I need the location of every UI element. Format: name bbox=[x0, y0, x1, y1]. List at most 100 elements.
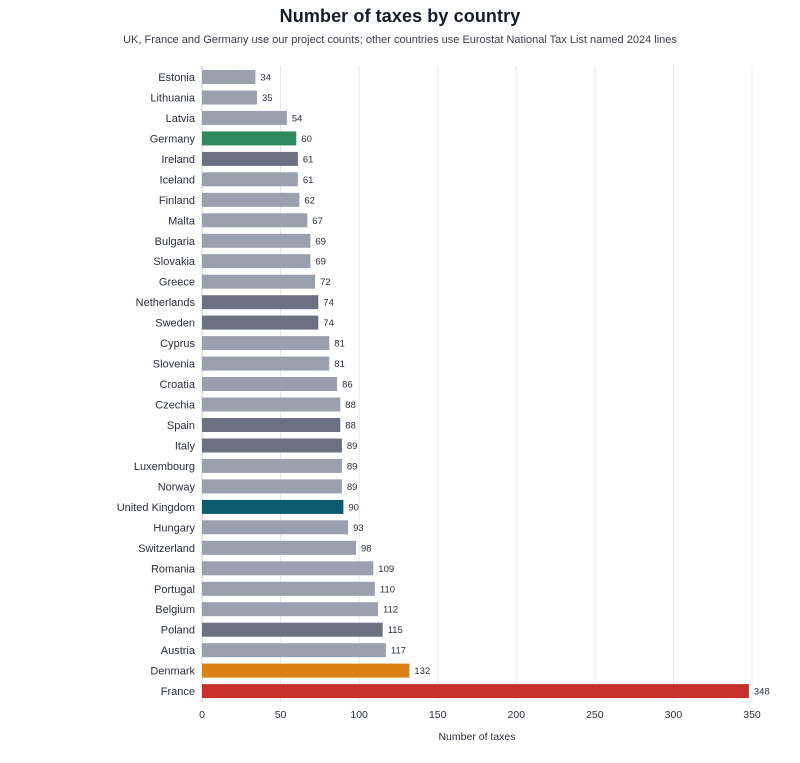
category-label: Switzerland bbox=[138, 543, 195, 555]
value-label: 62 bbox=[304, 195, 315, 206]
category-label: Spain bbox=[167, 420, 195, 432]
bar bbox=[202, 458, 342, 473]
bar bbox=[202, 90, 257, 105]
category-label: Luxembourg bbox=[134, 461, 195, 473]
x-axis-ticks: 0 50 100 150 200 250 300 350 bbox=[199, 709, 761, 721]
grid-lines bbox=[201, 66, 753, 702]
value-label: 72 bbox=[320, 277, 331, 288]
category-label: Lithuania bbox=[150, 93, 196, 105]
category-label: Cyprus bbox=[160, 338, 195, 350]
x-tick-label: 250 bbox=[586, 709, 604, 721]
value-label: 81 bbox=[334, 339, 345, 350]
bar bbox=[202, 192, 300, 207]
x-axis-title: Number of taxes bbox=[438, 731, 515, 743]
x-tick-label: 100 bbox=[350, 709, 368, 721]
x-tick-label: 50 bbox=[275, 709, 287, 721]
value-label: 69 bbox=[315, 257, 326, 268]
bar bbox=[202, 540, 356, 555]
category-label: Denmark bbox=[150, 666, 195, 678]
value-label: 132 bbox=[414, 666, 430, 677]
bars bbox=[202, 70, 749, 699]
value-label: 93 bbox=[353, 523, 364, 534]
bar bbox=[202, 663, 410, 678]
value-label: 110 bbox=[380, 584, 395, 595]
bar bbox=[202, 499, 344, 514]
bar bbox=[202, 397, 341, 412]
value-label: 112 bbox=[383, 605, 398, 616]
category-label: Malta bbox=[168, 215, 196, 227]
value-label: 61 bbox=[303, 175, 314, 186]
bar bbox=[202, 438, 342, 453]
value-labels: 3435546061616267696972747481818688888989… bbox=[260, 73, 769, 698]
category-label: Latvia bbox=[166, 113, 196, 125]
x-tick-label: 300 bbox=[665, 709, 683, 721]
bar bbox=[202, 643, 386, 658]
category-label: Finland bbox=[159, 195, 195, 207]
value-label: 115 bbox=[388, 625, 403, 636]
bar bbox=[202, 479, 342, 494]
value-label: 89 bbox=[347, 482, 358, 493]
bar bbox=[202, 684, 749, 699]
bar bbox=[202, 336, 330, 351]
value-label: 89 bbox=[347, 441, 358, 452]
category-label: Czechia bbox=[155, 400, 196, 412]
bar bbox=[202, 295, 319, 310]
value-label: 74 bbox=[323, 298, 334, 309]
category-label: Italy bbox=[175, 441, 196, 453]
value-label: 67 bbox=[312, 216, 323, 227]
category-label: Sweden bbox=[155, 318, 195, 330]
bar bbox=[202, 110, 287, 125]
category-label: Greece bbox=[159, 277, 195, 289]
category-label: Ireland bbox=[161, 154, 195, 166]
bar bbox=[202, 213, 308, 228]
chart-subtitle: UK, France and Germany use our project c… bbox=[123, 34, 677, 46]
value-label: 109 bbox=[378, 564, 394, 575]
x-tick-label: 200 bbox=[508, 709, 526, 721]
bar bbox=[202, 151, 298, 166]
bar bbox=[202, 356, 330, 371]
value-label: 348 bbox=[754, 687, 770, 698]
category-label: Netherlands bbox=[136, 297, 196, 309]
category-label: Croatia bbox=[160, 379, 196, 391]
bar bbox=[202, 70, 256, 84]
x-tick-label: 150 bbox=[429, 709, 447, 721]
value-label: 60 bbox=[301, 134, 312, 145]
value-label: 90 bbox=[348, 502, 359, 513]
value-label: 34 bbox=[260, 73, 271, 84]
chart-title: Number of taxes by country bbox=[279, 6, 521, 26]
value-label: 98 bbox=[361, 543, 372, 554]
value-label: 88 bbox=[345, 421, 356, 432]
bar bbox=[202, 622, 383, 637]
bar bbox=[202, 254, 311, 269]
value-label: 69 bbox=[315, 236, 326, 247]
value-label: 35 bbox=[262, 93, 273, 104]
category-label: United Kingdom bbox=[117, 502, 195, 514]
bar bbox=[202, 131, 297, 146]
bar bbox=[202, 561, 374, 576]
bar bbox=[202, 233, 311, 248]
value-label: 81 bbox=[334, 359, 345, 370]
category-label: Hungary bbox=[153, 522, 195, 534]
category-label: Poland bbox=[161, 625, 195, 637]
category-label: Romania bbox=[151, 563, 196, 575]
bar bbox=[202, 520, 349, 535]
bar bbox=[202, 315, 319, 330]
value-label: 61 bbox=[303, 154, 314, 165]
bar bbox=[202, 602, 378, 617]
category-label: Slovenia bbox=[153, 359, 196, 371]
category-label: Bulgaria bbox=[155, 236, 196, 248]
category-label: Iceland bbox=[160, 174, 195, 186]
value-label: 88 bbox=[345, 400, 356, 411]
bar bbox=[202, 581, 375, 596]
category-label: Germany bbox=[150, 133, 196, 145]
category-label: Belgium bbox=[155, 604, 195, 616]
category-label: Norway bbox=[158, 481, 196, 493]
value-label: 54 bbox=[292, 113, 303, 124]
category-label: France bbox=[161, 686, 195, 698]
value-label: 117 bbox=[391, 646, 406, 657]
bar bbox=[202, 274, 316, 289]
x-tick-label: 350 bbox=[743, 709, 761, 721]
category-label: Slovakia bbox=[153, 256, 195, 268]
category-label: Estonia bbox=[158, 72, 196, 84]
